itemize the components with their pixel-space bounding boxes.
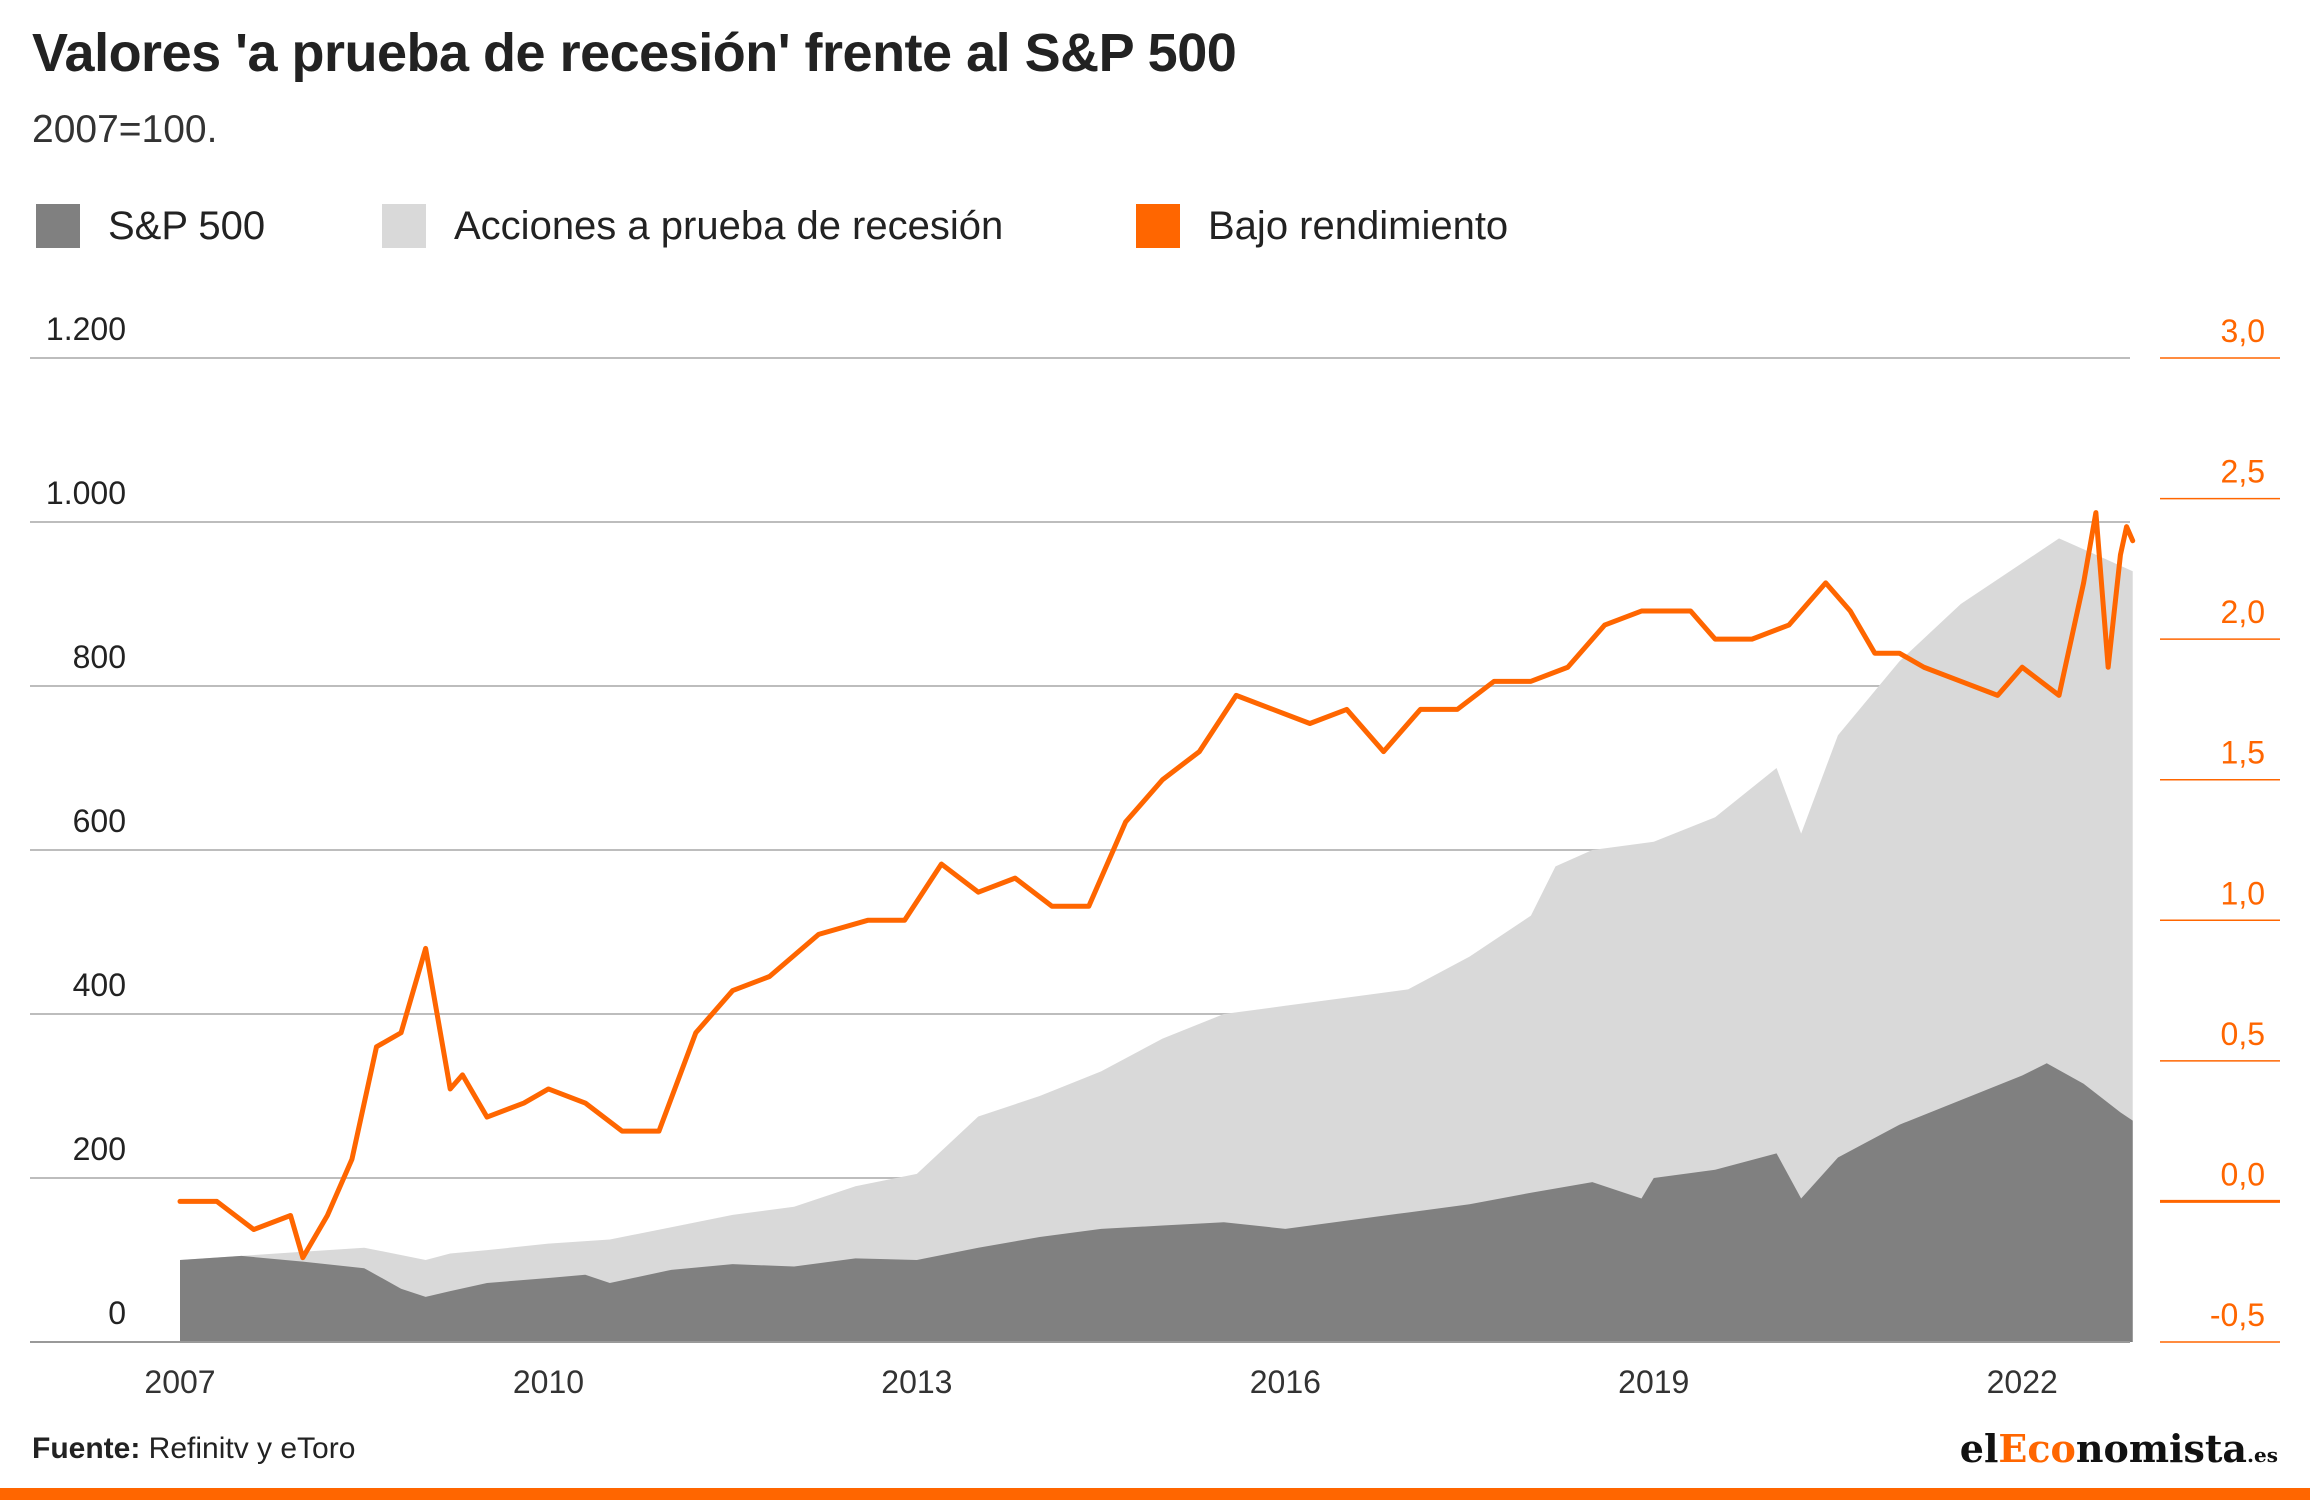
legend: S&P 500 Acciones a prueba de recesión Ba…: [36, 200, 1736, 252]
x-tick-label: 2010: [513, 1364, 584, 1400]
y-left-tick-label: 1.000: [46, 475, 126, 511]
y-right-tick-label: 1,0: [2221, 875, 2265, 911]
x-tick-label: 2007: [144, 1364, 215, 1400]
series-line-underperformance: [177, 510, 2136, 1261]
y-right-tick-label: 3,0: [2221, 313, 2265, 349]
x-tick-label: 2016: [1250, 1364, 1321, 1400]
source-label: Fuente:: [32, 1432, 141, 1465]
bottom-accent-bar: [0, 1488, 2310, 1500]
x-tick-label: 2022: [1987, 1364, 2058, 1400]
y-left-tick-label: 0: [108, 1295, 126, 1331]
brand-post: nomista: [2075, 1426, 2248, 1471]
chart-plot: 0 200 400 600 800 1.000 1.200 -0,5 0,0 0,5 1,0 1,5 2…: [30, 311, 2280, 1400]
y-right-tick-label: 0,5: [2221, 1016, 2265, 1052]
legend-label-sp500: S&P 500: [108, 203, 266, 248]
legend-label-recession-proof: Acciones a prueba de recesión: [454, 203, 1004, 248]
legend-swatch-recession-proof: [382, 204, 426, 248]
legend-swatch-sp500: [36, 204, 80, 248]
y-left-tick-label: 1.200: [46, 311, 126, 347]
y-right-tick-label: 1,5: [2221, 735, 2265, 771]
y-left-tick-label: 200: [73, 1131, 126, 1167]
brand-accent: Eco: [1998, 1426, 2076, 1471]
source-note: Fuente: Refinitv y eToro: [32, 1432, 355, 1466]
chart-title: Valores 'a prueba de recesión' frente al…: [32, 23, 1237, 83]
y-right-tick-label: 2,5: [2221, 454, 2265, 490]
brand-tld: .es: [2247, 1443, 2278, 1467]
chart-subtitle: 2007=100.: [32, 108, 218, 151]
series-area-recession-proof: [180, 538, 2133, 1342]
y-left-tick-label: 600: [73, 803, 126, 839]
legend-item-recession-proof: Acciones a prueba de recesión: [382, 200, 1003, 252]
y-right-tick-label: 2,0: [2221, 594, 2265, 630]
x-tick-label: 2013: [881, 1364, 952, 1400]
source-text: Refinitv y eToro: [148, 1432, 356, 1465]
y-left-tick-label: 800: [73, 639, 126, 675]
series-area-sp500: [180, 1063, 2133, 1342]
legend-item-underperformance: Bajo rendimiento: [1136, 200, 1508, 252]
legend-label-underperformance: Bajo rendimiento: [1208, 203, 1509, 248]
brand-pre: el: [1959, 1426, 1999, 1471]
legend-item-sp500: S&P 500: [36, 200, 265, 252]
y-right-tick-label: -0,5: [2210, 1297, 2265, 1333]
x-tick-label: 2019: [1618, 1364, 1689, 1400]
y-left-tick-label: 400: [73, 967, 126, 1003]
brand-logo: elEconomista.es: [1960, 1426, 2278, 1471]
y-right-tick-label: 0,0: [2221, 1156, 2265, 1192]
legend-swatch-underperformance: [1136, 204, 1180, 248]
